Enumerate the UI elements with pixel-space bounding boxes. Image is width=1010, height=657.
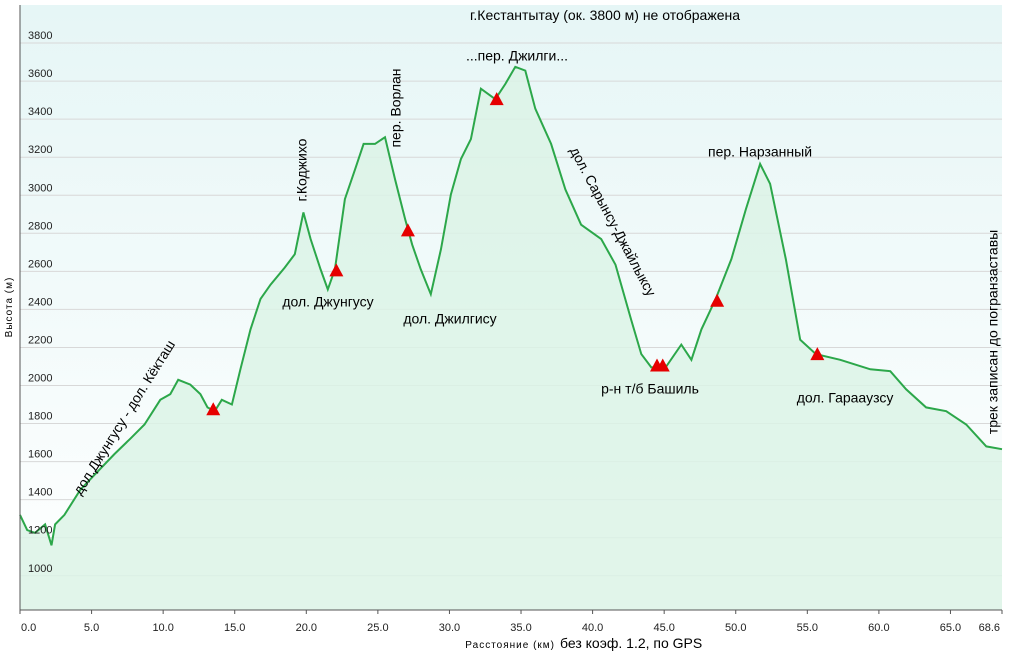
x-axis-note: без коэф. 1.2, по GPS [560, 635, 702, 651]
annotation: пер. Нарзанный [708, 144, 812, 160]
x-tick-label: 50.0 [725, 622, 746, 634]
elevation-line [19, 65, 1003, 546]
x-tick-label: 0.0 [21, 622, 36, 634]
y-tick-label: 2400 [28, 296, 52, 308]
y-tick-label: 1600 [28, 449, 52, 461]
annotation: пер. Ворлан [388, 68, 404, 147]
chart-title: г.Кестантытау (ок. 3800 м) не отображена [470, 7, 740, 23]
x-tick-label: 20.0 [296, 622, 317, 634]
waypoint-marker [710, 293, 725, 307]
y-tick-label: 3600 [28, 68, 52, 80]
area-fill [20, 66, 1002, 611]
x-tick-label: 68.6 [979, 622, 1000, 634]
x-tick-label: 25.0 [367, 622, 388, 634]
annotation: дол. Джунгусу [282, 294, 373, 310]
annotation: г.Коджихо [294, 138, 310, 201]
y-tick-label: 2000 [28, 373, 52, 385]
x-tick-label: 30.0 [439, 622, 460, 634]
y-tick-label: 1000 [28, 563, 52, 575]
x-tick-label: 10.0 [152, 622, 173, 634]
y-tick-label: 1200 [28, 525, 52, 537]
y-tick-label: 1800 [28, 411, 52, 423]
annotation: трек записан до погранзаставы [985, 230, 1001, 434]
x-axis-label: Расстояние (км) [465, 640, 555, 651]
waypoint-marker [810, 347, 825, 361]
plot [19, 65, 1003, 611]
x-tick-label: 60.0 [868, 622, 889, 634]
x-tick-label: 15.0 [224, 622, 245, 634]
y-tick-label: 2600 [28, 258, 52, 270]
y-tick-label: 3400 [28, 106, 52, 118]
y-tick-label: 2200 [28, 334, 52, 346]
x-tick-label: 45.0 [653, 622, 674, 634]
x-tick-label: 65.0 [940, 622, 961, 634]
x-tick-label: 40.0 [582, 622, 603, 634]
annotation: дол. Гарааузсу [797, 390, 894, 406]
waypoint-marker [400, 223, 415, 237]
waypoint-marker [489, 92, 504, 106]
y-tick-label: 1400 [28, 487, 52, 499]
annotation: р-н т/б Башиль [601, 381, 699, 397]
y-tick-label: 3800 [28, 30, 52, 42]
x-tick-label: 55.0 [797, 622, 818, 634]
y-tick-label: 3000 [28, 182, 52, 194]
annotation: ...пер. Джилги... [466, 48, 568, 64]
x-tick-label: 5.0 [84, 622, 99, 634]
y-tick-label: 2800 [28, 220, 52, 232]
annotation: дол. Джилгису [403, 311, 496, 327]
y-axis-label: Высота (м) [4, 277, 15, 338]
x-tick-label: 35.0 [510, 622, 531, 634]
waypoint-marker [655, 358, 670, 372]
waypoint-marker [329, 263, 344, 277]
waypoint-marker [206, 402, 221, 416]
y-tick-label: 3200 [28, 144, 52, 156]
